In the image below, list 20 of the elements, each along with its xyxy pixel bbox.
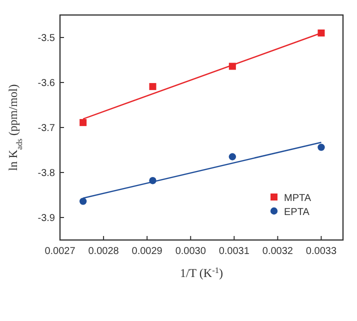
point	[318, 144, 325, 151]
y-tick-label: -3.9	[38, 213, 56, 224]
point	[228, 153, 236, 160]
legend-label: EPTA	[284, 207, 310, 218]
point	[79, 198, 87, 205]
x-axis-title: 1/T (K$^{-1}$)	[180, 266, 224, 280]
x-tick-label: 0.0027	[44, 246, 76, 257]
point	[80, 119, 87, 126]
y-tick-label: -3.8	[38, 168, 56, 179]
y-tick-label: -3.7	[38, 123, 56, 134]
x-tick-label: 0.0028	[88, 246, 120, 257]
x-tick-label: 0.0030	[175, 246, 206, 257]
x-tick-label: 0.0032	[262, 246, 294, 257]
point	[149, 83, 156, 90]
x-tick-label: 0.0031	[218, 246, 250, 257]
y-tick-label: -3.6	[38, 78, 56, 89]
x-tick-label: 0.0029	[132, 246, 163, 257]
y-tick-label: -3.5	[38, 33, 56, 44]
legend-label: MPTA	[284, 193, 312, 204]
x-tick-label: 0.0033	[306, 246, 337, 257]
